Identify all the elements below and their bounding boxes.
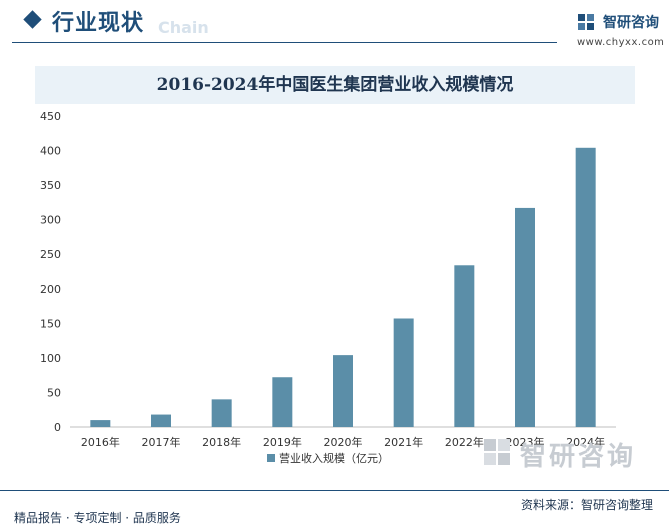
y-tick-label: 400 xyxy=(40,145,61,158)
section-title: 行业现状 xyxy=(52,11,145,36)
x-tick-label: 2022年 xyxy=(445,435,484,449)
x-tick-label: 2024年 xyxy=(566,435,605,449)
y-tick-label: 200 xyxy=(40,283,61,296)
bar-1 xyxy=(90,420,111,427)
footer-rule xyxy=(0,490,669,491)
footer-source: 资料来源：智研咨询整理 xyxy=(520,498,653,512)
brand-url: www.chyxx.com xyxy=(577,37,665,48)
ghost-watermark-text: Chain xyxy=(158,18,209,37)
y-tick-label: 0 xyxy=(54,421,61,434)
bar-2 xyxy=(151,414,171,427)
bar-7 xyxy=(454,265,475,427)
y-tick-label: 100 xyxy=(40,352,61,365)
watermark-logo-text: 智研咨询 xyxy=(520,442,637,472)
bar-8 xyxy=(515,207,535,427)
x-tick-label: 2021年 xyxy=(384,435,423,449)
y-tick-label: 250 xyxy=(40,248,61,261)
x-tick-label: 2023年 xyxy=(506,435,545,449)
header-rule xyxy=(12,42,557,43)
legend-swatch xyxy=(267,454,275,462)
y-tick-label: 150 xyxy=(40,317,61,330)
brand-name: 智研咨询 xyxy=(603,15,659,31)
chart-title-bar: 2016-2024年中国医生集团营业收入规模情况 xyxy=(35,66,635,104)
y-tick-label: 300 xyxy=(40,214,61,227)
brand-logo-icon xyxy=(578,14,594,30)
watermark-logo-icon xyxy=(484,439,510,465)
footer-slogan: 精品报告 · 专项定制 · 品质服务 xyxy=(14,511,181,525)
y-tick-label: 50 xyxy=(47,386,61,399)
y-tick-label: 350 xyxy=(40,179,61,192)
x-tick-label: 2017年 xyxy=(142,435,181,449)
x-tick-label: 2020年 xyxy=(324,435,363,449)
x-tick-label: 2018年 xyxy=(202,435,241,449)
page-header: 行业现状 Chain 智研咨询 www.chyxx.com xyxy=(0,0,669,52)
x-tick-label: 2019年 xyxy=(263,435,302,449)
y-tick-label: 450 xyxy=(40,110,61,123)
bar-4 xyxy=(272,377,293,427)
bar-chart: 0 50 100 150 200 250 300 350 400 450 2016年 2017年 201… xyxy=(40,110,616,465)
legend-label: 营业收入规模（亿元） xyxy=(279,451,389,465)
bar-5 xyxy=(333,355,353,427)
bar-6 xyxy=(393,318,414,427)
x-tick-label: 2016年 xyxy=(81,435,120,449)
bar-9 xyxy=(575,147,596,427)
bar-3 xyxy=(211,399,232,427)
chart-title: 2016-2024年中国医生集团营业收入规模情况 xyxy=(156,75,514,95)
